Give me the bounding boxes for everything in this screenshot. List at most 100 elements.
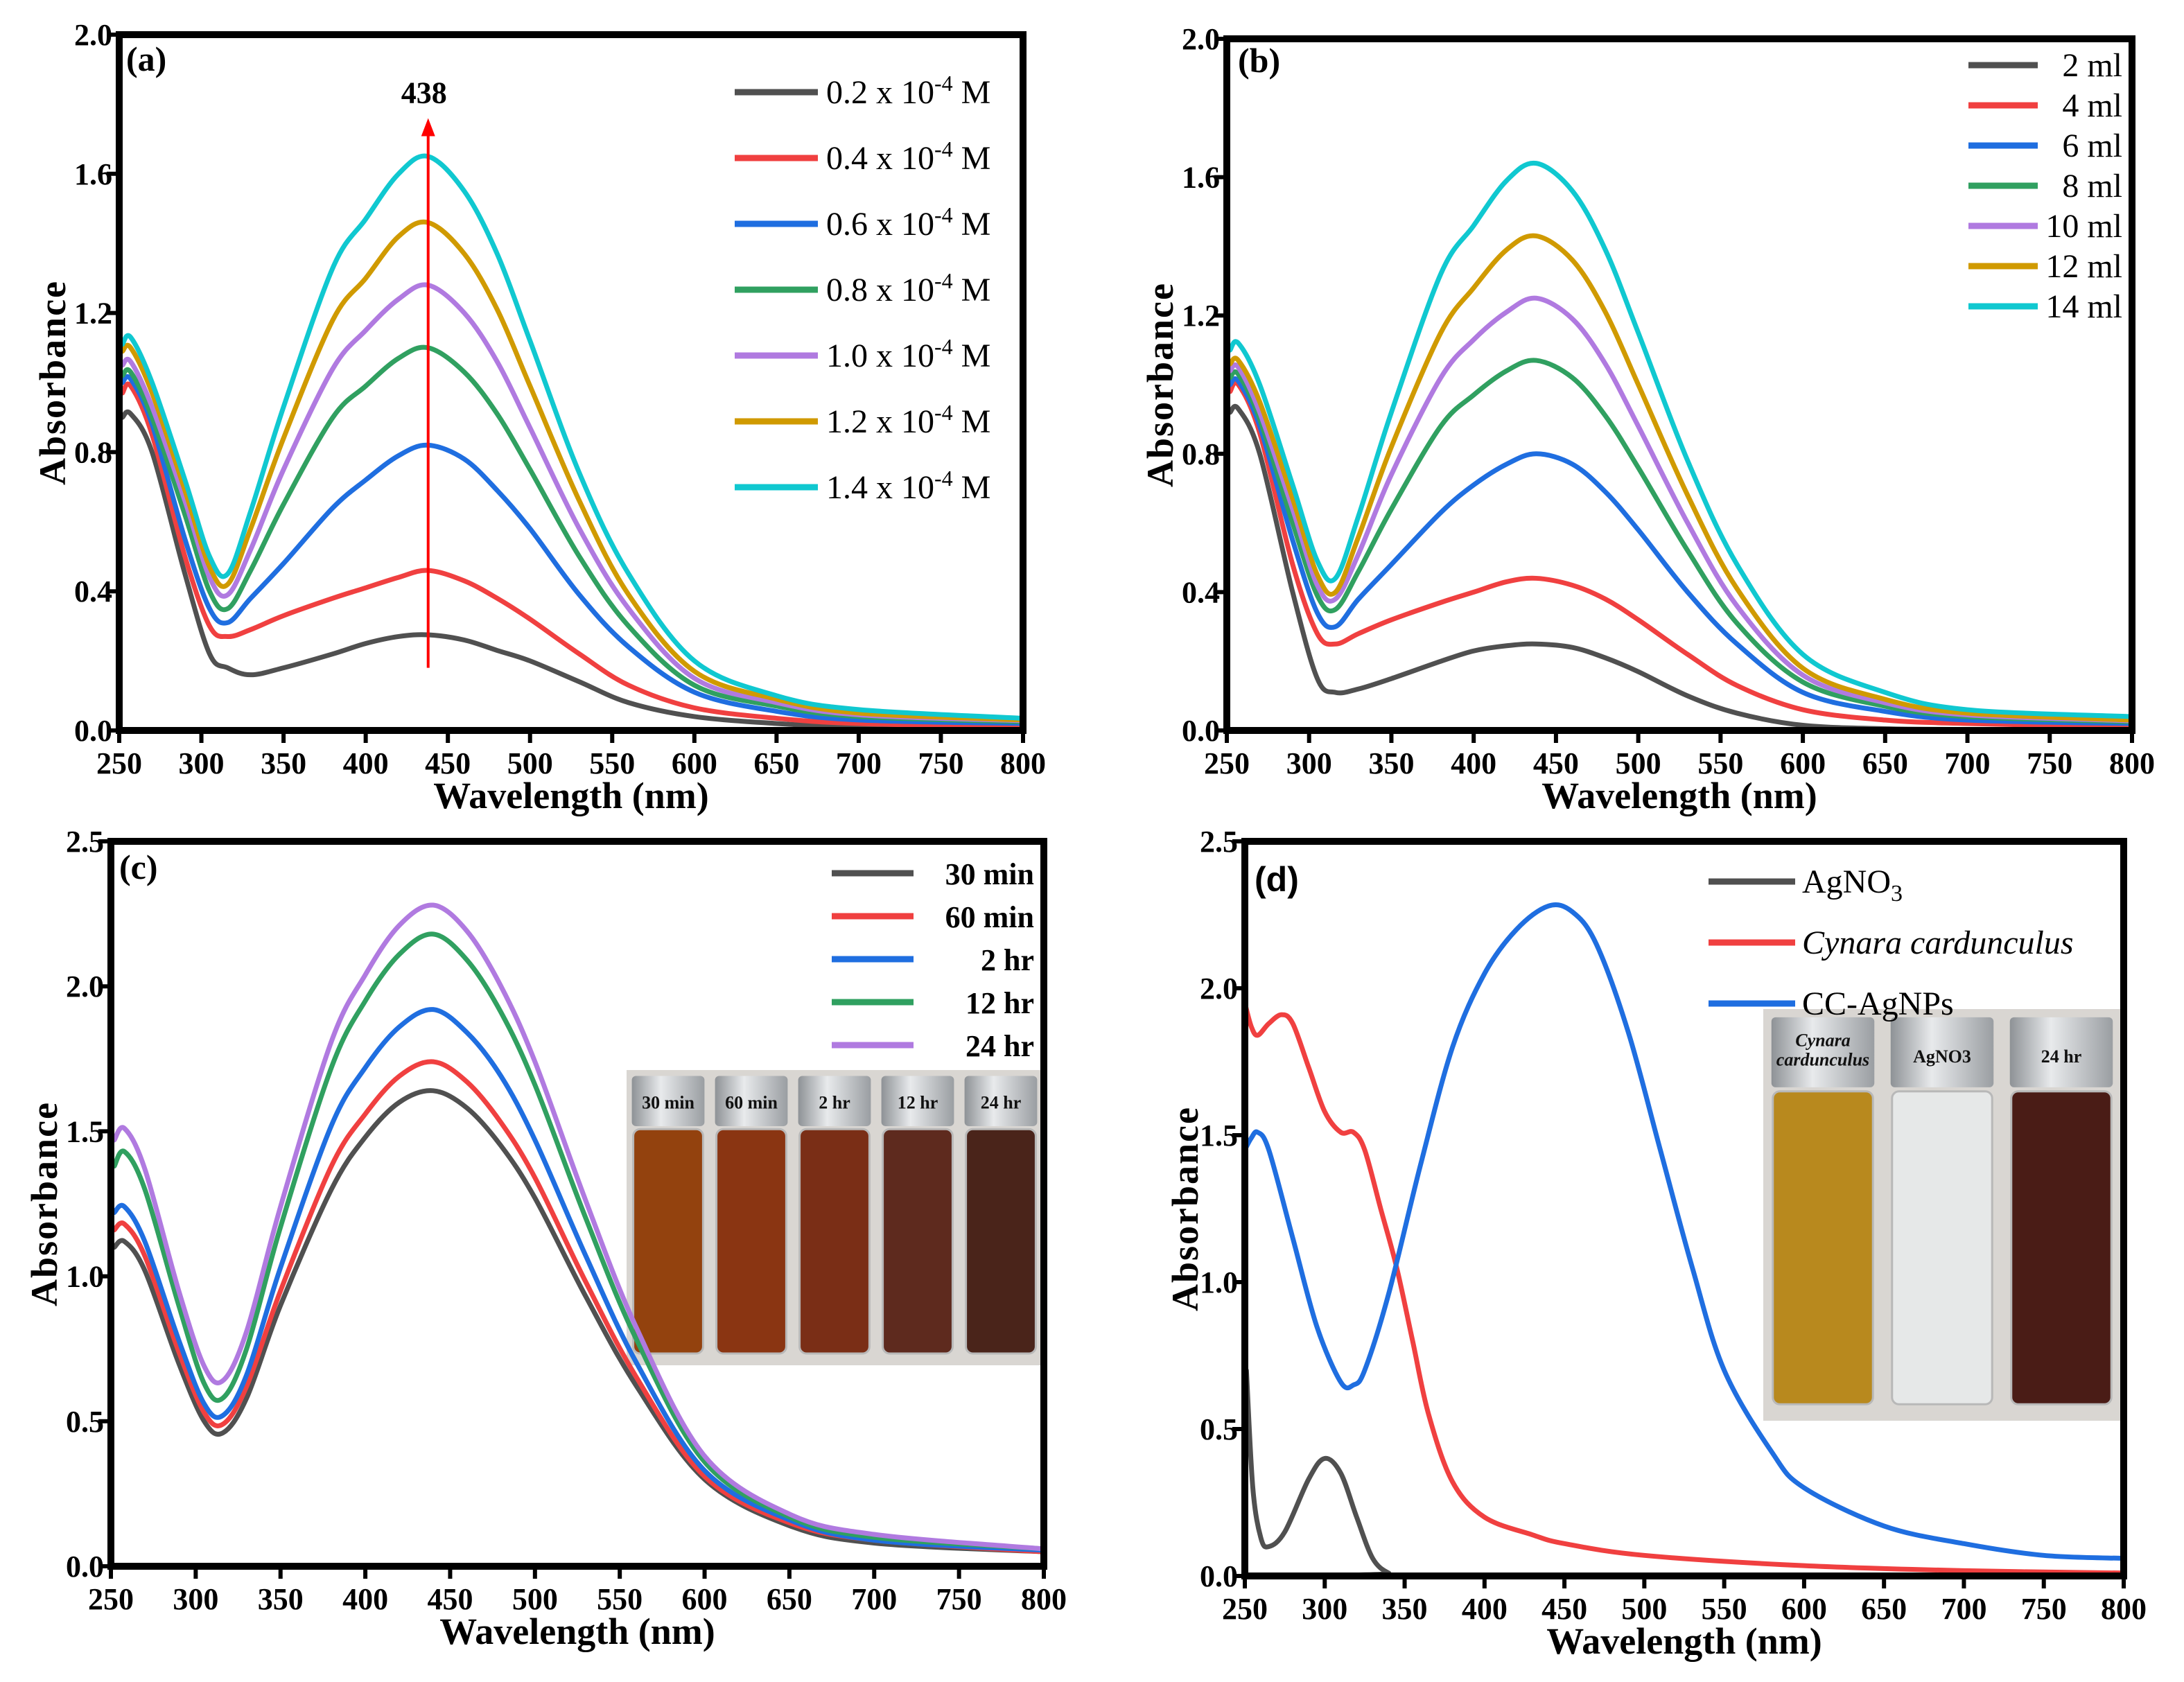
x-tick-label: 450 — [1533, 746, 1579, 780]
x-tick-label: 650 — [1862, 746, 1908, 780]
vial-label: Cynara — [1795, 1030, 1850, 1050]
legend-item: 8 ml — [1968, 168, 2122, 204]
x-tick-label: 400 — [342, 1582, 388, 1616]
y-tick-label: 2.0 — [1182, 22, 1220, 56]
legend-item: 24 hr — [832, 1029, 1034, 1063]
legend-item: 0.4 x 10-4 M — [735, 137, 990, 177]
vial-label: cardunculus — [1776, 1049, 1869, 1069]
vial-cap — [798, 1076, 871, 1126]
vial-cap — [1771, 1017, 1875, 1087]
series-line — [112, 902, 1047, 1552]
x-tick-label: 800 — [1021, 1582, 1067, 1616]
y-tick-label: 0.0 — [66, 1550, 104, 1584]
y-axis-title: Absorbance — [1164, 1106, 1206, 1311]
series-line — [120, 153, 1026, 721]
vial-liquid — [2010, 1090, 2113, 1405]
legend-label: 12 hr — [966, 986, 1034, 1020]
legend-item: 10 ml — [1968, 208, 2122, 245]
legend-label: 30 min — [945, 857, 1034, 891]
legend-item: 0.8 x 10-4 M — [735, 268, 990, 308]
legend-label: Cynara cardunculus — [1802, 925, 2074, 961]
x-tick-label: 650 — [767, 1582, 812, 1616]
vial: 12 hr — [881, 1076, 954, 1355]
series-line — [1228, 380, 2135, 730]
x-tick-label: 250 — [1222, 1592, 1268, 1626]
legend-item: 6 ml — [1968, 128, 2122, 164]
legend-label: 1.2 x 10-4 M — [826, 400, 990, 440]
y-tick-label: 1.2 — [1182, 299, 1220, 333]
panel-label: (d) — [1255, 860, 1299, 899]
x-tick-label: 500 — [1616, 746, 1661, 780]
legend-label: 60 min — [945, 900, 1034, 934]
legend-label: AgNO3 — [1802, 864, 1903, 906]
y-tick-label: 1.6 — [1182, 161, 1220, 195]
y-tick-label: 0.0 — [74, 714, 112, 748]
legend-item: 1.0 x 10-4 M — [735, 334, 990, 374]
vial-label: 24 hr — [981, 1092, 1022, 1112]
y-tick-label: 2.0 — [66, 970, 104, 1004]
arrow-head-icon — [421, 118, 435, 137]
panel-label: (b) — [1238, 41, 1280, 80]
vial-liquid — [632, 1128, 704, 1355]
vial-liquid — [715, 1128, 787, 1355]
legend-item: 12 ml — [1968, 248, 2122, 285]
x-tick-label: 350 — [261, 746, 306, 780]
vial-label: 2 hr — [819, 1092, 850, 1112]
legend-label: 2 ml — [2062, 47, 2122, 84]
x-tick-label: 600 — [682, 1582, 728, 1616]
series-line — [112, 1007, 1047, 1553]
x-tick-label: 450 — [1541, 1592, 1587, 1626]
y-tick-label: 1.0 — [1200, 1265, 1238, 1299]
panel-label: (a) — [126, 40, 166, 78]
vial-liquid — [798, 1128, 871, 1355]
y-tick-label: 0.4 — [74, 575, 112, 608]
panel-label: (c) — [119, 848, 158, 886]
series-line — [120, 282, 1026, 724]
y-tick-label: 2.0 — [1200, 972, 1238, 1006]
y-axis-title: Absorbance — [24, 1101, 65, 1306]
y-tick-label: 2.0 — [74, 18, 112, 52]
y-tick-label: 0.8 — [74, 435, 112, 469]
legend-item: 2 ml — [1968, 47, 2122, 84]
legend-label: CC-AgNPs — [1802, 985, 1954, 1022]
x-tick-label: 750 — [918, 746, 963, 780]
legend-label: 1.4 x 10-4 M — [826, 466, 990, 506]
plot-frame — [107, 838, 1047, 1570]
legend-label: 0.2 x 10-4 M — [826, 71, 990, 111]
legend-label: 14 ml — [2045, 288, 2122, 325]
legend-label: 0.6 x 10-4 M — [826, 202, 990, 243]
x-tick-label: 550 — [597, 1582, 643, 1616]
x-tick-label: 450 — [425, 746, 471, 780]
x-axis-title: Wavelength (nm) — [1546, 1620, 1822, 1662]
y-tick-label: 2.5 — [1200, 825, 1238, 859]
vial: 24 hr — [964, 1076, 1038, 1355]
legend-label: 1.0 x 10-4 M — [826, 334, 990, 374]
series-line — [120, 374, 1026, 726]
x-tick-label: 300 — [179, 746, 225, 780]
x-tick-label: 550 — [1702, 1592, 1747, 1626]
x-tick-label: 800 — [2109, 746, 2155, 780]
x-tick-label: 250 — [1204, 746, 1250, 780]
vial-label: AgNO3 — [1913, 1046, 1971, 1067]
y-axis-title: Absorbance — [1139, 282, 1181, 487]
series-line — [112, 1059, 1047, 1554]
vial: 60 min — [715, 1076, 788, 1355]
legend-label: 2 hr — [981, 943, 1034, 977]
series-line — [112, 931, 1047, 1552]
x-tick-label: 550 — [589, 746, 635, 780]
legend-label: 10 ml — [2045, 208, 2122, 245]
x-tick-label: 400 — [343, 746, 389, 780]
x-tick-label: 400 — [1462, 1592, 1508, 1626]
x-tick-label: 750 — [936, 1582, 982, 1616]
series-line — [1228, 358, 2135, 725]
legend-item: 0.6 x 10-4 M — [735, 202, 990, 243]
series-line — [1242, 902, 2126, 1561]
x-tick-label: 300 — [173, 1582, 218, 1616]
y-tick-label: 0.5 — [66, 1405, 104, 1439]
legend-label: 8 ml — [2062, 168, 2122, 204]
y-tick-label: 2.5 — [66, 825, 104, 859]
